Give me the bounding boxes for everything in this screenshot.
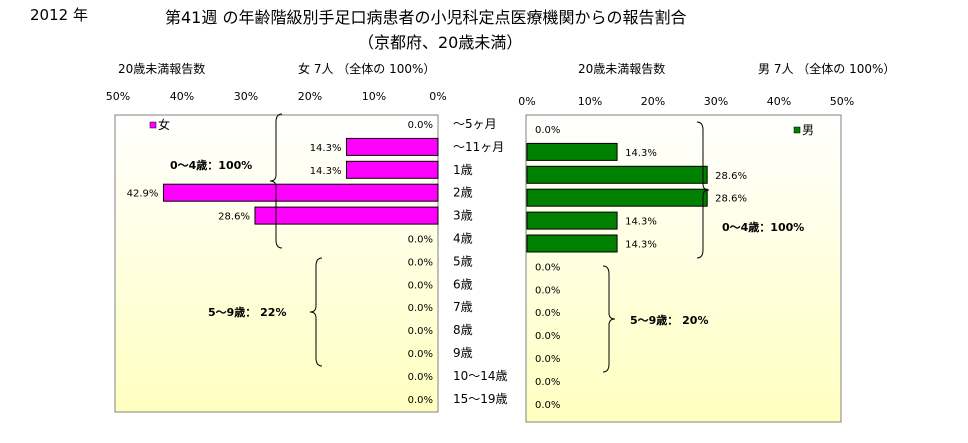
female-data-label: 28.6% [218, 212, 250, 223]
male-data-label: 0.0% [535, 262, 560, 273]
category-label: 2歳 [453, 186, 473, 200]
male-data-label: 0.0% [535, 308, 560, 319]
female-data-label: 0.0% [408, 235, 433, 246]
male-data-label: 28.6% [715, 194, 747, 205]
male-brace-0-4 [696, 121, 710, 259]
male-x-tick-label: 40% [767, 95, 791, 108]
female-x-tick-label: 0% [429, 90, 446, 103]
female-data-label: 0.0% [408, 120, 433, 131]
female-bar [254, 206, 439, 225]
male-bar [526, 188, 708, 207]
female-summary: 女 7人 （全体の 100%） [298, 62, 436, 76]
male-data-label: 28.6% [715, 171, 747, 182]
category-label: 5歳 [453, 254, 473, 268]
male-bar [526, 142, 618, 161]
chart-subtitle: （京都府、20歳未満） [358, 33, 523, 52]
female-data-label: 0.0% [408, 349, 433, 360]
chart-title: 第41週 の年齢階級別手足口病患者の小児科定点医療機関からの報告割合 [165, 8, 687, 27]
male-summary: 男 7人 （全体の 100%） [758, 62, 896, 76]
male-data-label: 0.0% [535, 125, 560, 136]
male-data-label: 0.0% [535, 400, 560, 411]
category-label: 7歳 [453, 300, 473, 314]
female-x-tick-label: 30% [234, 90, 258, 103]
male-data-label: 14.3% [625, 217, 657, 228]
male-data-label: 14.3% [625, 240, 657, 251]
female-x-tick-label: 40% [170, 90, 194, 103]
male-annotation-5-9: 5〜9歳： 20% [630, 313, 708, 327]
male-data-label: 0.0% [535, 331, 560, 342]
male-brace-5-9 [602, 265, 616, 373]
female-data-label: 0.0% [408, 372, 433, 383]
category-label: 15〜19歳 [453, 392, 508, 406]
female-bar [345, 137, 439, 156]
female-legend-label: 女 [158, 117, 170, 132]
male-data-label: 0.0% [535, 354, 560, 365]
male-bar [526, 234, 618, 253]
male-data-label: 14.3% [625, 148, 657, 159]
female-brace-0-4 [269, 113, 283, 249]
male-plot-area [525, 114, 842, 423]
female-x-tick-label: 20% [298, 90, 322, 103]
female-x-tick-label: 50% [106, 90, 130, 103]
male-x-tick-label: 50% [830, 95, 854, 108]
female-legend-swatch [149, 121, 157, 129]
female-data-label: 42.9% [127, 189, 159, 200]
category-label: 3歳 [453, 209, 473, 223]
category-label: 〜11ヶ月 [453, 140, 504, 154]
male-legend-label: 男 [802, 123, 814, 137]
male-x-tick-label: 0% [518, 95, 535, 108]
year-label: 2012 年 [30, 6, 88, 24]
category-label: 9歳 [453, 346, 473, 360]
male-data-label: 0.0% [535, 377, 560, 388]
male-data-label: 0.0% [535, 285, 560, 296]
category-label: 4歳 [453, 232, 473, 246]
male-bar [526, 165, 708, 184]
female-annotation-5-9: 5〜9歳： 22% [208, 305, 286, 319]
male-legend-swatch [793, 126, 801, 134]
female-data-label: 0.0% [408, 257, 433, 268]
male-count-label: 20歳未満報告数 [578, 62, 666, 76]
female-data-label: 0.0% [408, 395, 433, 406]
category-label: 8歳 [453, 323, 473, 337]
male-x-tick-label: 30% [704, 95, 728, 108]
female-x-tick-label: 10% [362, 90, 386, 103]
male-x-tick-label: 10% [578, 95, 602, 108]
male-bar [526, 211, 618, 230]
female-data-label: 0.0% [408, 326, 433, 337]
female-annotation-0-4: 0〜4歳：100% [170, 158, 252, 172]
male-x-tick-label: 20% [641, 95, 665, 108]
female-bar [345, 160, 439, 179]
category-label: 〜5ヶ月 [453, 117, 497, 131]
female-data-label: 14.3% [310, 143, 342, 154]
female-brace-5-9 [309, 257, 323, 367]
female-count-label: 20歳未満報告数 [118, 62, 206, 76]
female-bar [162, 183, 439, 202]
category-label: 1歳 [453, 163, 473, 177]
category-label: 10〜14歳 [453, 369, 508, 383]
male-annotation-0-4: 0〜4歳：100% [722, 220, 804, 234]
female-data-label: 0.0% [408, 280, 433, 291]
female-data-label: 0.0% [408, 303, 433, 314]
category-label: 6歳 [453, 277, 473, 291]
female-data-label: 14.3% [310, 166, 342, 177]
